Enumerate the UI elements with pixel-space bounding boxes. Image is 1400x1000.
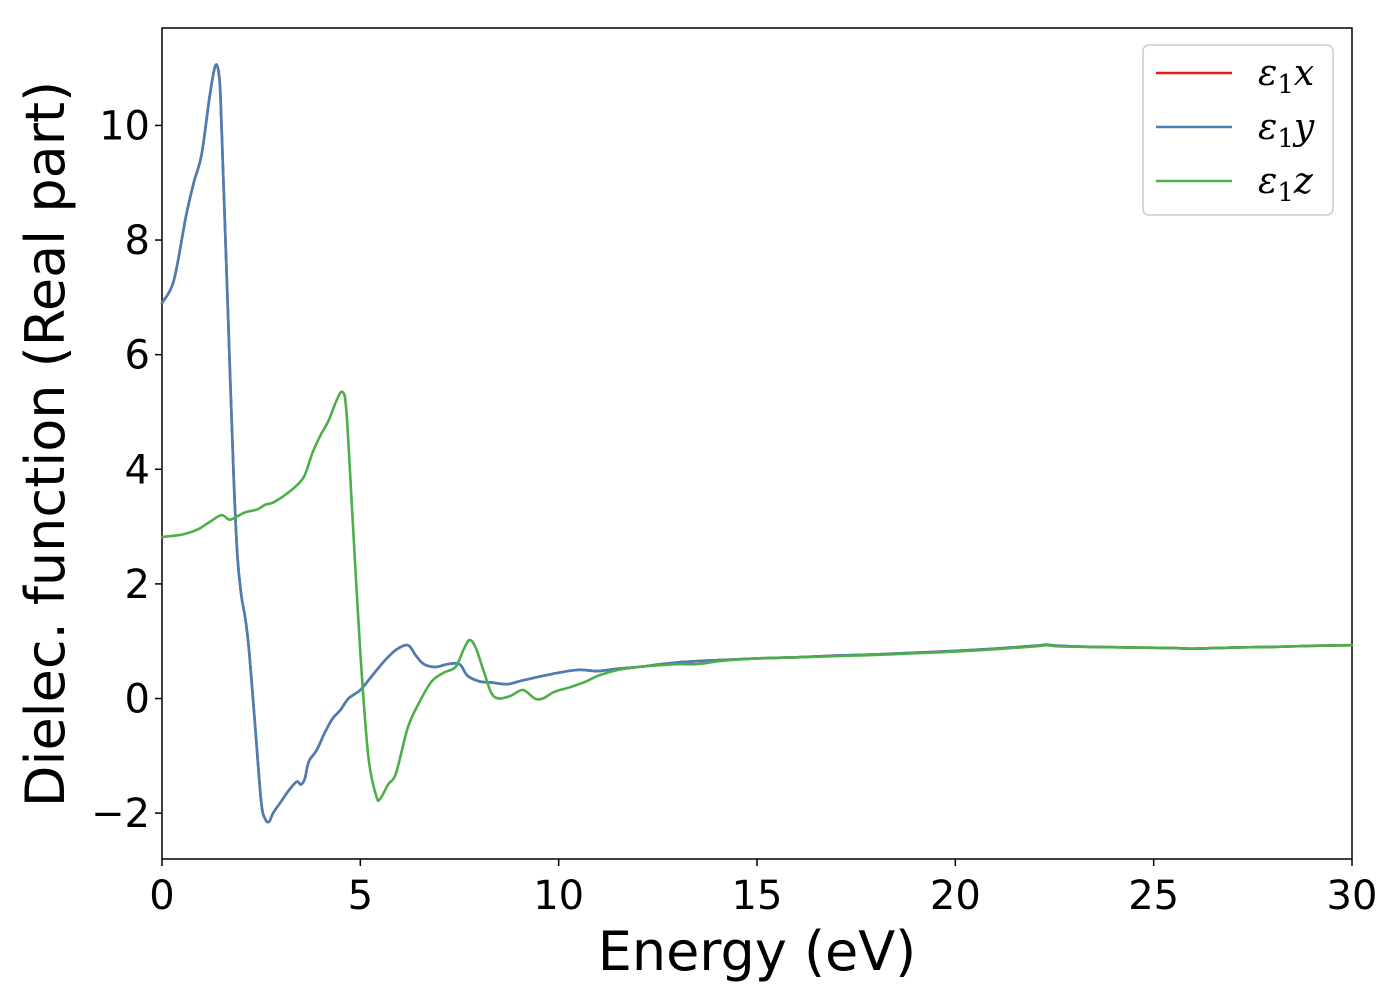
y-axis-label: Dielec. function (Real part) <box>14 81 77 807</box>
series-layer <box>160 63 1354 824</box>
y-tick-label: −2 <box>91 791 150 837</box>
legend-label-z: ε1z <box>1258 161 1314 208</box>
y-tick-label: 6 <box>125 333 150 379</box>
x-tick-label: 15 <box>732 873 783 919</box>
legend-items: ε1x ε1y ε1z <box>1156 53 1315 208</box>
y-tick-label: 8 <box>125 218 150 264</box>
series-line-z <box>160 390 1354 803</box>
legend-box <box>1142 44 1334 216</box>
y-tick-label: 4 <box>125 447 150 493</box>
x-axis-label: Energy (eV) <box>598 920 917 983</box>
x-axis-ticks: 0 5 10 15 20 25 30 <box>149 859 1377 919</box>
x-tick-label: 25 <box>1128 873 1179 919</box>
y-tick-label: 2 <box>125 562 150 608</box>
x-tick-label: 20 <box>930 873 981 919</box>
x-tick-label: 30 <box>1327 873 1378 919</box>
y-axis-ticks: −2 0 2 4 6 8 10 <box>91 103 162 837</box>
x-tick-label: 0 <box>149 873 174 919</box>
x-tick-label: 5 <box>348 873 373 919</box>
legend-label-y: ε1y <box>1258 107 1315 154</box>
legend: ε1x ε1y ε1z <box>1142 44 1334 216</box>
y-tick-label: 10 <box>99 103 150 149</box>
y-tick-label: 0 <box>125 677 150 723</box>
legend-label-x: ε1x <box>1258 53 1314 100</box>
x-tick-label: 10 <box>533 873 584 919</box>
